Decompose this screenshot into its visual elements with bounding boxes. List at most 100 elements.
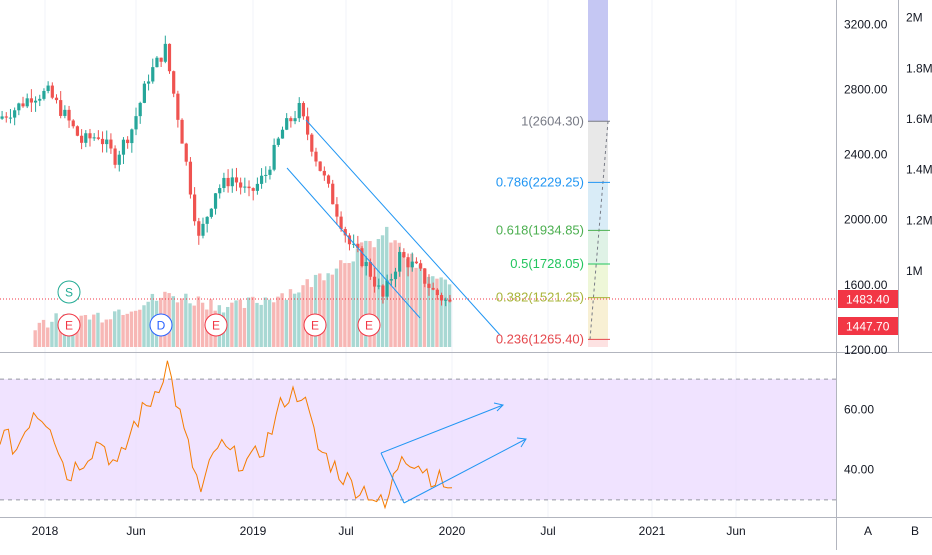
price-tag-label: 1447.70 (846, 320, 890, 334)
volume-bar (343, 263, 347, 347)
candle-body (29, 98, 33, 103)
candle-body (360, 248, 364, 267)
candle-body (209, 208, 213, 217)
candle-body (285, 118, 289, 130)
candle-body (38, 98, 42, 101)
time-tick-label: 2018 (32, 524, 59, 538)
earnings-marker-label: E (311, 319, 319, 333)
candle-body (306, 116, 310, 135)
candle-body (293, 118, 297, 122)
fib-level-label: 0.5(1728.05) (510, 256, 584, 271)
volume-bar (175, 302, 180, 347)
volume-bar (326, 273, 330, 347)
candle-body (92, 137, 96, 139)
log-scale-button[interactable]: B (911, 524, 919, 538)
volume-bar (351, 261, 355, 347)
volume-bar (431, 276, 435, 347)
price-tick-label: 2400.00 (844, 148, 888, 162)
candle-body (213, 193, 218, 209)
candle-body (389, 279, 393, 281)
volume-bar (418, 264, 422, 347)
dividend-marker-circle (149, 313, 173, 337)
volume-bar (242, 307, 247, 347)
volume-bar (251, 296, 255, 347)
candle-body (42, 90, 46, 99)
candle-body (155, 57, 159, 68)
volume-bar (234, 300, 238, 347)
price-tick-label: 2000.00 (844, 213, 888, 227)
earnings-marker-circle (357, 313, 381, 337)
candle-body (381, 285, 385, 297)
volume-bar (422, 268, 427, 347)
channel-upper-line[interactable] (305, 119, 501, 336)
price-tag-bg (838, 290, 898, 308)
candle-body (88, 133, 92, 139)
price-tick-label: 3200.00 (844, 17, 888, 31)
rsi-axis[interactable]: 60.00 40.00 (844, 402, 874, 476)
candle-body (205, 216, 209, 224)
volume-bar (435, 278, 439, 347)
candle-body (4, 116, 8, 118)
volume-bar (87, 319, 92, 347)
candle-body (385, 280, 389, 297)
candle-body (410, 261, 414, 268)
candle-body (347, 235, 352, 245)
candle-body (398, 251, 402, 272)
candle-body (377, 285, 381, 287)
volume-bar (267, 299, 272, 347)
rsi-tick-label: 40.00 (844, 463, 874, 477)
candle-body (130, 129, 134, 144)
candle-body (172, 71, 176, 94)
volume-bar (179, 298, 184, 347)
auto-scale-button[interactable]: A (864, 524, 872, 538)
candle-body (255, 183, 259, 191)
candle-body (25, 98, 29, 107)
candle-body (67, 109, 71, 121)
volume-tick-label: 1.4M (906, 163, 932, 177)
volume-bar (414, 267, 418, 347)
time-tick-label: 2020 (439, 524, 466, 538)
volume-bar (171, 296, 175, 347)
rsi-upper-arrow-line[interactable] (380, 404, 504, 454)
volume-tick-label: 2M (906, 11, 923, 25)
price-axis[interactable]: 3200.00 2800.00 2400.00 2000.00 1600.00 1200.… (844, 17, 888, 357)
event-marker-earnings[interactable]: E (204, 313, 228, 337)
event-marker-earnings[interactable]: E (303, 313, 327, 337)
time-tick-label: Jun (726, 524, 745, 538)
event-marker-earnings[interactable]: E (57, 313, 81, 337)
time-axis[interactable]: 2018 Jun 2019 Jul 2020 Jul 2021 Jun (32, 524, 746, 538)
volume-bar (188, 303, 192, 347)
candle-body (393, 271, 398, 280)
event-marker-dividend[interactable]: D (149, 313, 173, 337)
event-marker-split[interactable]: S (57, 280, 81, 304)
rsi-lower-arrow-line[interactable] (403, 438, 527, 504)
candle-body (80, 135, 84, 143)
volume-tick-label: 1.8M (906, 61, 932, 75)
volume-bar (401, 253, 406, 347)
candle-body (96, 137, 100, 139)
volume-bar (313, 274, 318, 347)
volume-bar (439, 277, 443, 347)
time-tick-label: Jul (540, 524, 555, 538)
candle-body (50, 85, 54, 98)
volume-bar (272, 302, 276, 347)
candle-body (301, 102, 306, 117)
rsi-pivot-line-1[interactable] (380, 452, 405, 504)
volume-bar (330, 274, 335, 347)
candle-body (109, 139, 113, 149)
candle-body (13, 110, 17, 118)
volume-bar (83, 314, 88, 347)
candle-body (100, 138, 105, 145)
channel-lower-line[interactable] (286, 167, 421, 319)
candle-body (222, 177, 226, 189)
candle-body (372, 276, 377, 287)
volume-axis[interactable]: 2M 1.8M 1.6M 1.4M 1.2M 1M (906, 11, 932, 278)
volume-bar (184, 293, 188, 347)
event-marker-earnings[interactable]: E (357, 313, 381, 337)
volume-bar (200, 302, 205, 347)
volume-bar (46, 327, 50, 347)
volume-bar (372, 247, 376, 347)
candle-body (230, 177, 234, 187)
candle-body (339, 216, 343, 230)
rsi-upper-arrowhead (493, 402, 504, 412)
